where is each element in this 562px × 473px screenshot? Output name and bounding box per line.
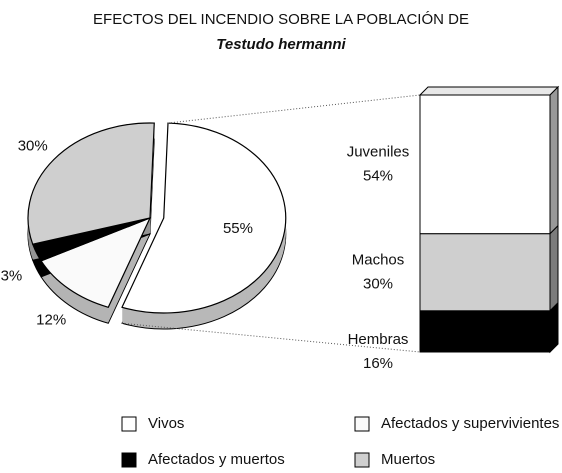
slice-label: 30% xyxy=(18,138,48,155)
legend-label: Afectados y supervivientes xyxy=(381,415,559,432)
slice xyxy=(121,122,287,314)
segment-value: 54% xyxy=(363,167,393,184)
segment-label: Hembras xyxy=(348,331,409,348)
legend-label: Afectados y muertos xyxy=(148,451,285,468)
bar-top xyxy=(418,86,560,96)
segment-value: 30% xyxy=(363,275,393,292)
bar-segment xyxy=(419,233,551,312)
segment-value: 16% xyxy=(363,355,393,372)
segment-label: Machos xyxy=(352,251,405,268)
connector xyxy=(121,322,421,353)
legend-label: Vivos xyxy=(148,415,184,432)
slice-label: 55% xyxy=(223,220,253,237)
slice-label: 12% xyxy=(36,312,66,329)
legend-swatch xyxy=(354,416,370,432)
bar-side xyxy=(549,85,559,235)
chart-subtitle: Testudo hermanni xyxy=(216,36,346,53)
segment-label: Juveniles xyxy=(347,143,410,160)
bar-side xyxy=(549,224,559,313)
chart-title: EFECTOS DEL INCENDIO SOBRE LA POBLACIÓN … xyxy=(93,11,469,28)
slice-label: 3% xyxy=(1,267,23,284)
bar-side xyxy=(549,301,559,354)
legend-swatch xyxy=(354,452,370,468)
bar-segment xyxy=(419,94,551,235)
connector xyxy=(167,94,421,124)
legend-swatch xyxy=(121,416,137,432)
legend-label: Muertos xyxy=(381,451,435,468)
slice xyxy=(27,122,155,245)
legend-swatch xyxy=(121,452,137,468)
slice xyxy=(40,216,152,308)
bar-segment xyxy=(419,310,551,353)
